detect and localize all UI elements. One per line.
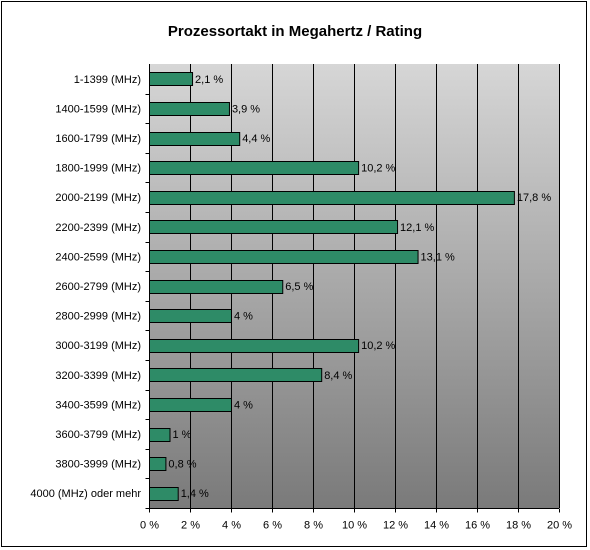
chart-title: Prozessortakt in Megahertz / Rating: [168, 23, 422, 40]
bar: [149, 102, 230, 116]
category-label: 2600-2799 (MHz): [55, 281, 141, 293]
bar: [149, 428, 171, 442]
data-label: 4 %: [234, 399, 253, 411]
x-tick-label: 0 %: [140, 520, 159, 532]
category-label: 1600-1799 (MHz): [55, 133, 141, 145]
x-tick-label: 6 %: [263, 520, 282, 532]
bar: [149, 339, 360, 353]
bar: [149, 398, 232, 412]
x-tick-label: 8 %: [304, 520, 323, 532]
data-label: 10,2 %: [361, 340, 395, 352]
data-label: 8,4 %: [324, 370, 352, 382]
bars: [149, 72, 515, 501]
data-label: 0,8 %: [168, 459, 196, 471]
category-label: 3800-3999 (MHz): [55, 459, 141, 471]
data-label: 13,1 %: [421, 251, 455, 263]
category-label: 3400-3599 (MHz): [55, 399, 141, 411]
category-label: 2800-2999 (MHz): [55, 311, 141, 323]
bar: [149, 368, 323, 382]
category-label: 3600-3799 (MHz): [55, 429, 141, 441]
x-tick-label: 16 %: [465, 520, 490, 532]
category-label: 3000-3199 (MHz): [55, 340, 141, 352]
data-label: 6,5 %: [285, 281, 313, 293]
data-label: 1,4 %: [181, 488, 209, 500]
category-label: 2400-2599 (MHz): [55, 251, 141, 263]
bar: [149, 250, 419, 264]
category-label: 4000 (MHz) oder mehr: [30, 488, 141, 500]
bar: [149, 161, 360, 175]
data-label: 10,2 %: [361, 163, 395, 175]
bar: [149, 191, 515, 205]
category-label: 1-1399 (MHz): [74, 74, 141, 86]
x-tick-label: 4 %: [222, 520, 241, 532]
bar: [149, 457, 167, 471]
x-tick-label: 12 %: [383, 520, 408, 532]
bar: [149, 72, 194, 86]
x-tick-label: 10 %: [342, 520, 367, 532]
category-label: 3200-3399 (MHz): [55, 370, 141, 382]
bar: [149, 220, 399, 234]
x-tick-label: 14 %: [424, 520, 449, 532]
bar: [149, 132, 241, 146]
bar: [149, 309, 232, 323]
data-label: 17,8 %: [517, 192, 551, 204]
bar: [149, 280, 284, 294]
data-label: 12,1 %: [400, 222, 434, 234]
x-tick-label: 20 %: [547, 520, 572, 532]
data-label: 4,4 %: [242, 133, 270, 145]
x-tick-label: 18 %: [506, 520, 531, 532]
data-label: 1 %: [173, 429, 192, 441]
category-label: 2200-2399 (MHz): [55, 222, 141, 234]
data-label: 3,9 %: [232, 103, 260, 115]
data-label: 4 %: [234, 311, 253, 323]
category-label: 1800-1999 (MHz): [55, 163, 141, 175]
data-label: 2,1 %: [195, 74, 223, 86]
category-label: 1400-1599 (MHz): [55, 103, 141, 115]
bar: [149, 487, 179, 501]
data-labels: 2,1 % 3,9 % 4,4 % 10,2 % 17,8 % 12,1 % 13,1 % 6…: [168, 74, 551, 500]
category-label: 2000-2199 (MHz): [55, 192, 141, 204]
x-tick-label: 2 %: [181, 520, 200, 532]
